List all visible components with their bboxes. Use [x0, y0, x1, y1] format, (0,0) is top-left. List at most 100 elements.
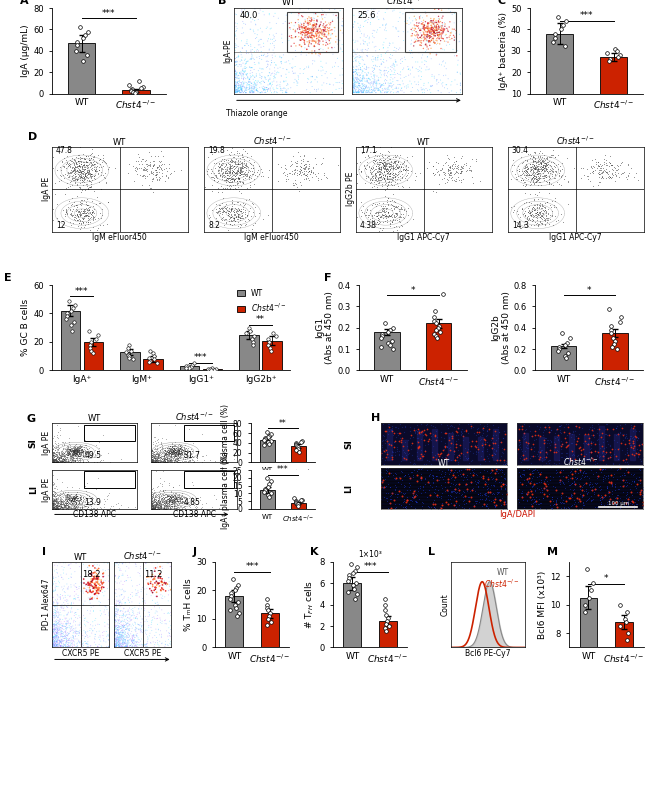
Point: [237, 80, 248, 93]
Point: [173, 450, 183, 463]
Point: [161, 168, 171, 181]
Point: [518, 174, 528, 187]
Point: [240, 68, 251, 81]
Point: [66, 581, 76, 593]
Point: [530, 484, 540, 496]
Point: [66, 570, 76, 583]
Point: [170, 446, 181, 459]
Point: [296, 164, 306, 177]
Point: [605, 171, 616, 184]
Point: [303, 163, 313, 176]
Point: [73, 209, 83, 222]
Point: [410, 29, 420, 42]
Point: [316, 26, 326, 38]
Point: [602, 497, 612, 510]
Point: [62, 443, 73, 456]
Point: [111, 622, 121, 634]
Point: [377, 156, 387, 169]
Point: [88, 585, 98, 597]
Point: [57, 501, 67, 514]
Point: [52, 630, 62, 642]
Point: [423, 500, 434, 513]
Point: [96, 166, 107, 179]
Point: [72, 486, 82, 499]
Point: [432, 433, 442, 446]
Point: [576, 446, 586, 459]
Point: [365, 162, 376, 175]
Point: [447, 419, 457, 432]
Point: [147, 495, 157, 508]
Point: [60, 626, 71, 638]
Point: [235, 85, 245, 98]
Point: [113, 639, 124, 652]
Point: [437, 12, 447, 25]
Point: [597, 464, 607, 476]
Point: [380, 604, 390, 617]
Point: [535, 468, 545, 480]
Point: [224, 214, 235, 227]
Point: [570, 478, 580, 491]
Point: [381, 18, 391, 30]
Point: [384, 157, 394, 170]
Point: [231, 166, 241, 179]
Point: [151, 581, 161, 594]
Point: [419, 23, 429, 36]
Point: [454, 464, 465, 476]
Point: [177, 496, 187, 508]
Point: [151, 455, 161, 468]
Point: [395, 6, 405, 18]
Point: [151, 498, 162, 511]
Point: [430, 23, 440, 36]
Point: [246, 168, 257, 180]
Point: [151, 491, 161, 504]
Point: [526, 152, 537, 165]
Point: [453, 448, 463, 461]
Point: [356, 75, 366, 87]
Point: [170, 448, 181, 461]
Point: [170, 492, 180, 504]
Point: [70, 491, 80, 504]
Point: [50, 456, 60, 468]
Point: [355, 21, 365, 34]
Point: [265, 342, 276, 354]
Point: [148, 502, 158, 515]
Point: [70, 581, 81, 593]
Point: [151, 497, 161, 510]
Point: [155, 498, 166, 511]
Point: [148, 493, 159, 506]
Point: [230, 69, 240, 82]
Point: [437, 18, 448, 31]
Point: [628, 468, 638, 481]
Point: [410, 426, 421, 439]
Point: [293, 16, 304, 29]
Point: [214, 158, 224, 171]
Point: [560, 169, 570, 182]
Point: [618, 428, 629, 441]
Point: [371, 75, 382, 88]
Point: [601, 470, 611, 483]
Point: [525, 164, 535, 177]
Point: [420, 29, 430, 42]
Point: [517, 423, 528, 435]
Point: [301, 160, 311, 172]
Point: [459, 486, 469, 499]
Point: [154, 496, 164, 509]
Point: [519, 165, 530, 178]
Point: [355, 51, 365, 64]
Point: [121, 609, 131, 622]
Point: [373, 173, 384, 186]
Point: [159, 492, 169, 505]
Point: [117, 624, 127, 637]
Point: [356, 83, 366, 96]
Point: [69, 579, 79, 592]
Point: [373, 83, 384, 95]
Point: [81, 206, 91, 219]
Point: [54, 626, 64, 639]
Point: [51, 626, 62, 639]
Point: [489, 447, 499, 460]
Point: [227, 168, 238, 181]
Point: [150, 581, 161, 593]
Point: [528, 166, 538, 179]
Point: [603, 167, 613, 180]
Point: [232, 17, 242, 30]
